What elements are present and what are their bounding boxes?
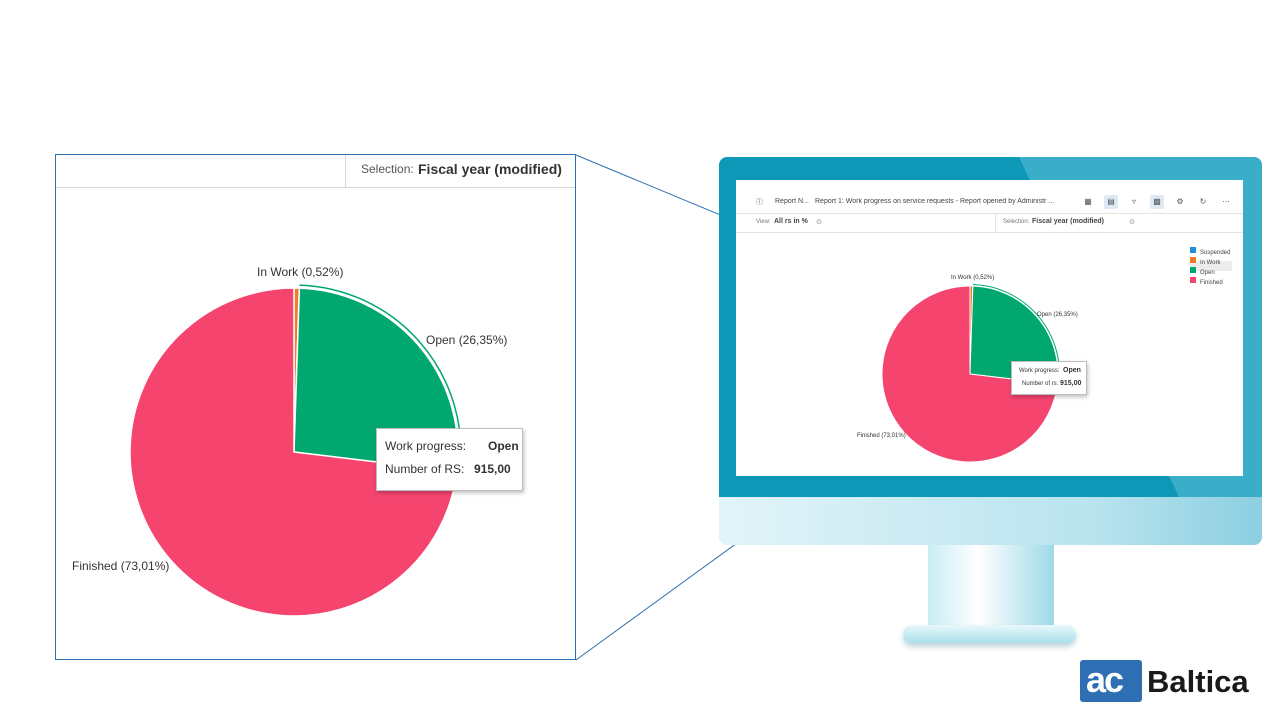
selection-chevron-icon[interactable]: ⊙ [1129, 219, 1135, 226]
grid-icon[interactable]: ▦ [1084, 197, 1092, 206]
monitor-chin [719, 497, 1262, 545]
legend-item-finished[interactable]: Finished [1190, 271, 1232, 286]
pie-label-open: Open (26,35%) [1037, 312, 1078, 318]
report-title: Report 1: Work progress on service reque… [815, 198, 1055, 205]
selection-bar [56, 155, 575, 188]
pie-slice-finished[interactable] [129, 287, 458, 617]
brand-logo-mark: ac [1080, 660, 1142, 702]
screen-tooltip-number-label: Number of rs: [1022, 381, 1059, 387]
monitor-screen: ⓘ Report N... Report 1: Work progress on… [736, 180, 1243, 476]
document-icon[interactable]: ▤ [1104, 195, 1118, 209]
breadcrumb[interactable]: Report N... [775, 198, 809, 205]
tooltip-number-value: 915,00 [474, 462, 511, 476]
brand-logo-mark-text: ac [1086, 659, 1124, 700]
pie-label-in-work: In Work (0,52%) [951, 275, 994, 281]
view-chevron-icon[interactable]: ⊙ [816, 219, 822, 226]
zoom-pie-chart: In Work (0,52%) Open (26,35%) Finished (73… [72, 265, 507, 617]
zoom-panel: Selection: Fiscal year (modified) In Wor… [55, 154, 576, 660]
screen-tooltip-work-progress-value: Open [1063, 367, 1081, 374]
selection-label-small: Selection: [1003, 219, 1030, 225]
more-icon[interactable]: ⋯ [1222, 197, 1230, 206]
view-separator [995, 214, 996, 232]
tooltip-number-label: Number of RS: [385, 462, 465, 476]
legend: Suspended In Work Open Finished [1190, 241, 1232, 286]
tooltip-work-progress-value: Open [488, 439, 519, 453]
pie-slice-finished[interactable] [881, 285, 1058, 463]
pie-label-open: Open (26,35%) [426, 333, 507, 347]
selection-separator [345, 155, 346, 187]
report-toolbar: ⓘ Report N... Report 1: Work progress on… [736, 180, 1243, 214]
chart-settings-icon[interactable]: ▩ [1150, 195, 1164, 209]
legend-item-open[interactable]: Open [1190, 261, 1232, 276]
refresh-icon[interactable]: ↻ [1199, 197, 1207, 206]
pie-label-in-work: In Work (0,52%) [257, 265, 343, 279]
legend-item-suspended[interactable]: Suspended [1190, 241, 1232, 256]
chart-tooltip: Work progress: Open Number of RS: 915,00 [376, 428, 523, 491]
filter-icon[interactable]: ▿ [1131, 197, 1136, 206]
selection-value[interactable]: Fiscal year (modified) [418, 161, 562, 177]
brand-name: Baltica [1147, 664, 1249, 699]
pie-label-finished: Finished (73,01%) [72, 559, 169, 573]
pie-label-finished: Finished (73,01%) [857, 433, 906, 439]
view-label: View: [756, 219, 771, 225]
screen-tooltip-number-value: 915,00 [1060, 380, 1082, 387]
selection-label: Selection: [361, 162, 414, 176]
screen-chart-tooltip: Work progress: Open Number of rs: 915,00 [1011, 361, 1087, 395]
view-value[interactable]: All rs in % [774, 218, 808, 225]
view-bar [736, 214, 1243, 233]
screen-pie-chart: In Work (0,52%) Open (26,35%) Finished (73… [857, 275, 1078, 463]
monitor-stand [928, 545, 1054, 633]
help-icon[interactable]: ⓘ [756, 199, 763, 206]
monitor-base [903, 625, 1076, 643]
tooltip-work-progress-label: Work progress: [385, 439, 467, 453]
selection-value-small[interactable]: Fiscal year (modified) [1032, 218, 1104, 225]
screen-tooltip-work-progress-label: Work progress: [1019, 368, 1060, 374]
gear-icon[interactable]: ⚙ [1176, 197, 1184, 206]
